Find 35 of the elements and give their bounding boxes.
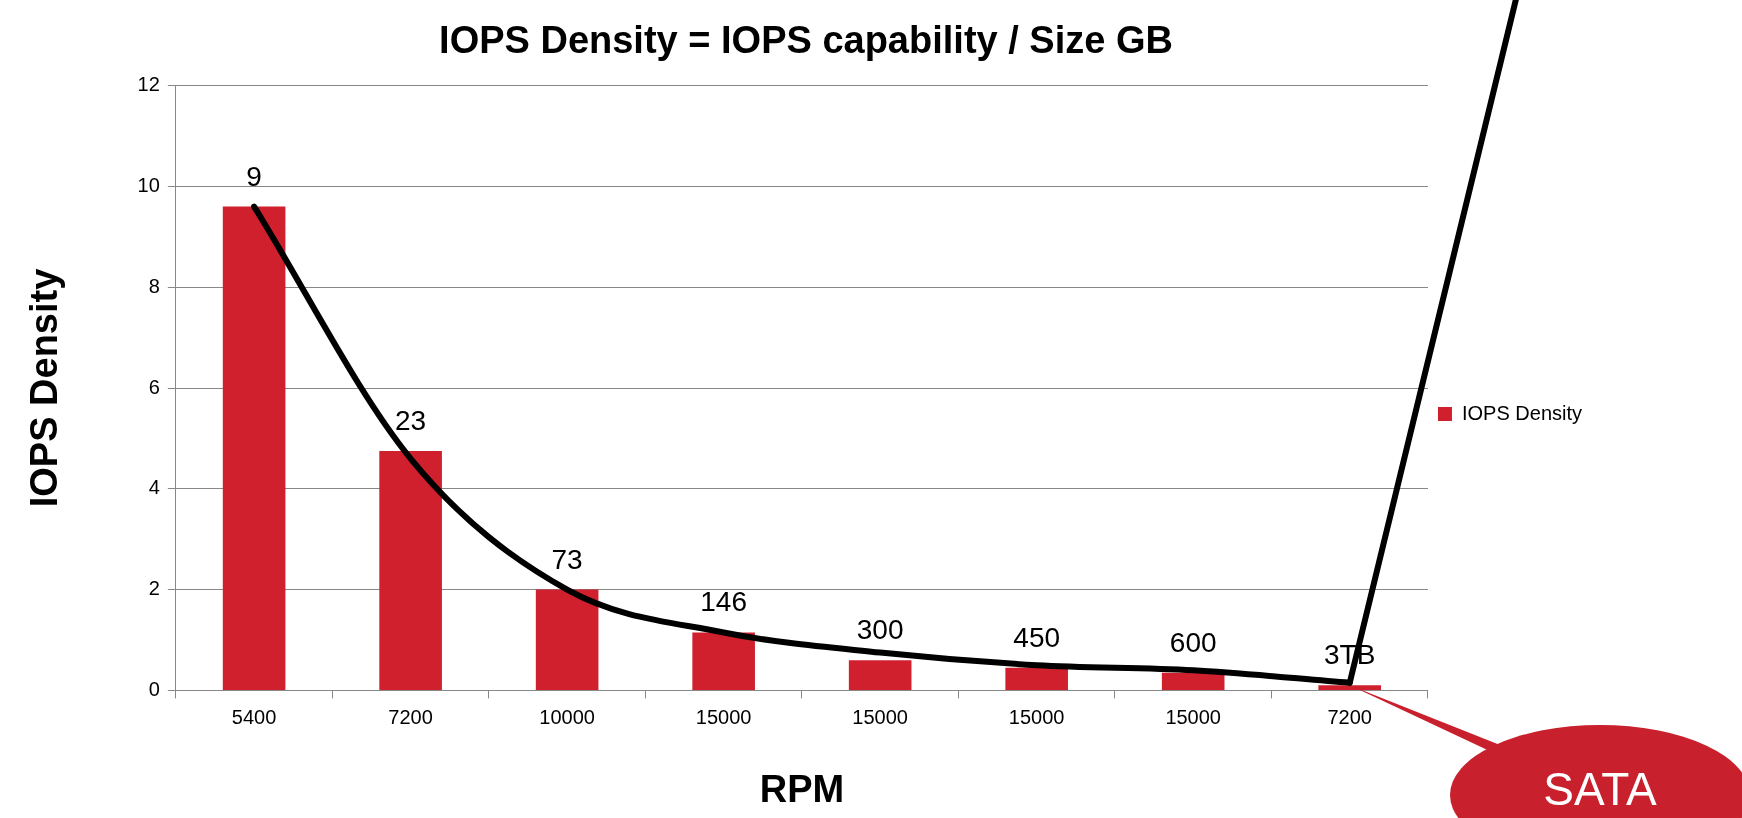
x-tick-label: 7200 (1327, 705, 1372, 728)
annotation: 300 (855, 614, 905, 647)
annotation: 450 (1012, 621, 1062, 654)
y-tick-label: 2 (148, 577, 160, 600)
bar (1005, 667, 1068, 690)
y-tick-label: 10 (137, 173, 160, 196)
bar (692, 632, 755, 690)
annotation: 73 (550, 543, 584, 576)
annotation: 23 (394, 405, 428, 437)
text: SATA (1542, 762, 1658, 816)
x-tick-label: 15000 (1008, 705, 1065, 728)
bar (848, 660, 912, 690)
y-tick-label: 0 (148, 677, 160, 700)
y-tick-label: 12 (137, 73, 160, 96)
y-tick-label: 4 (148, 476, 160, 499)
bar (222, 206, 286, 690)
annotation: 9 (245, 160, 263, 193)
x-tick-label: 10000 (539, 705, 595, 728)
annotation: 146 (699, 586, 748, 619)
x-tick-label: 15000 (1165, 705, 1221, 728)
y-tick-label: 8 (148, 274, 160, 297)
annotation: 600 (1168, 626, 1218, 659)
y-tick-label: 6 (148, 375, 160, 398)
x-axis-title: RPM (759, 767, 845, 810)
x-tick-label: 15000 (852, 705, 908, 728)
chart-title: IOPS Density = IOPS capability / Size GB (439, 19, 1173, 62)
legend-label: IOPS Density (1461, 401, 1583, 424)
x-tick-label: 5400 (231, 705, 277, 728)
bar (1318, 685, 1382, 690)
x-tick-label: 15000 (695, 705, 752, 728)
bar (535, 589, 599, 690)
bar (379, 451, 442, 690)
bar (1161, 672, 1225, 690)
x-tick-label: 7200 (388, 705, 433, 728)
y-axis-title: IOPS Density (23, 268, 66, 508)
